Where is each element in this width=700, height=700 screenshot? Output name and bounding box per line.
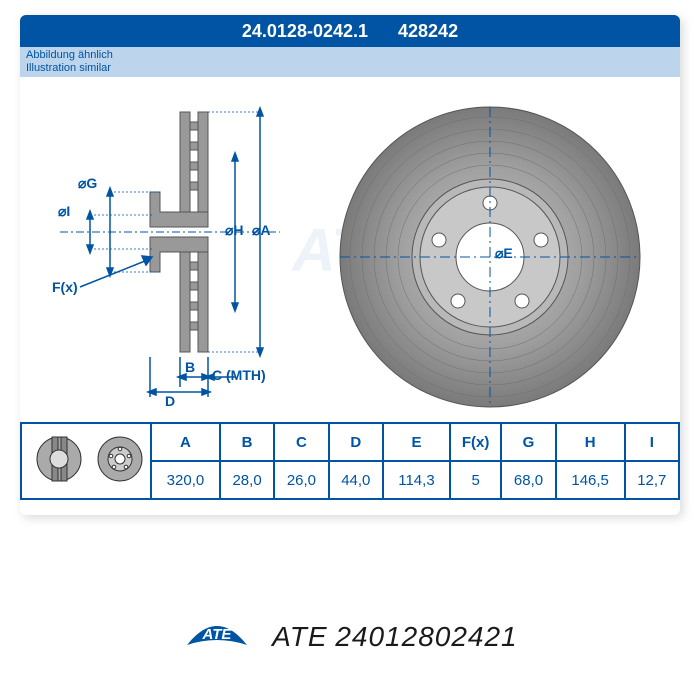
col-D: D — [329, 423, 383, 461]
col-B: B — [220, 423, 274, 461]
part-number-2: 428242 — [398, 21, 458, 42]
subheader-line1: Abbildung ähnlich — [26, 49, 674, 62]
col-G: G — [501, 423, 555, 461]
table-icon-cell — [21, 423, 151, 499]
table-header-row: A B C D E F(x) G H I — [21, 423, 679, 461]
label-diam-H: ⌀H — [225, 222, 244, 239]
side-view: ⌀I ⌀G F(x) ⌀H ⌀A B C (MTH) D — [60, 97, 280, 407]
val-A: 320,0 — [151, 461, 220, 499]
subheader: Abbildung ähnlich Illustration similar — [20, 47, 680, 77]
footer: ATE ATE 24012802421 — [0, 613, 700, 660]
label-D: D — [165, 393, 175, 409]
spec-table: A B C D E F(x) G H I 320,0 28,0 26,0 44,… — [20, 422, 680, 500]
col-E: E — [383, 423, 450, 461]
val-D: 44,0 — [329, 461, 383, 499]
product-card: 24.0128-0242.1 428242 Abbildung ähnlich … — [20, 15, 680, 515]
val-G: 68,0 — [501, 461, 555, 499]
label-diam-I: ⌀I — [58, 203, 70, 220]
front-view-svg — [330, 97, 650, 417]
val-H: 146,5 — [556, 461, 625, 499]
footer-brand: ATE — [272, 621, 327, 653]
diagram-area: ATE — [20, 77, 680, 422]
val-Fx: 5 — [450, 461, 501, 499]
label-diam-E: ⌀E — [495, 245, 513, 262]
part-number-1: 24.0128-0242.1 — [242, 21, 368, 42]
front-view: ⌀E — [330, 97, 650, 417]
val-C: 26,0 — [274, 461, 328, 499]
col-I: I — [625, 423, 679, 461]
label-Fx: F(x) — [52, 279, 78, 295]
label-diam-A: ⌀A — [252, 222, 271, 239]
label-B: B — [185, 359, 195, 375]
label-diam-G: ⌀G — [78, 175, 97, 192]
col-C: C — [274, 423, 328, 461]
col-A: A — [151, 423, 220, 461]
side-view-svg — [60, 97, 280, 407]
val-E: 114,3 — [383, 461, 450, 499]
svg-text:ATE: ATE — [202, 626, 233, 643]
col-Fx: F(x) — [450, 423, 501, 461]
disc-icon — [26, 428, 146, 490]
val-B: 28,0 — [220, 461, 274, 499]
header-bar: 24.0128-0242.1 428242 — [20, 15, 680, 47]
col-H: H — [556, 423, 625, 461]
label-C: C (MTH) — [212, 367, 266, 383]
val-I: 12,7 — [625, 461, 679, 499]
subheader-line2: Illustration similar — [26, 62, 674, 75]
footer-sku: 24012802421 — [335, 621, 517, 653]
footer-logo: ATE — [182, 613, 252, 660]
